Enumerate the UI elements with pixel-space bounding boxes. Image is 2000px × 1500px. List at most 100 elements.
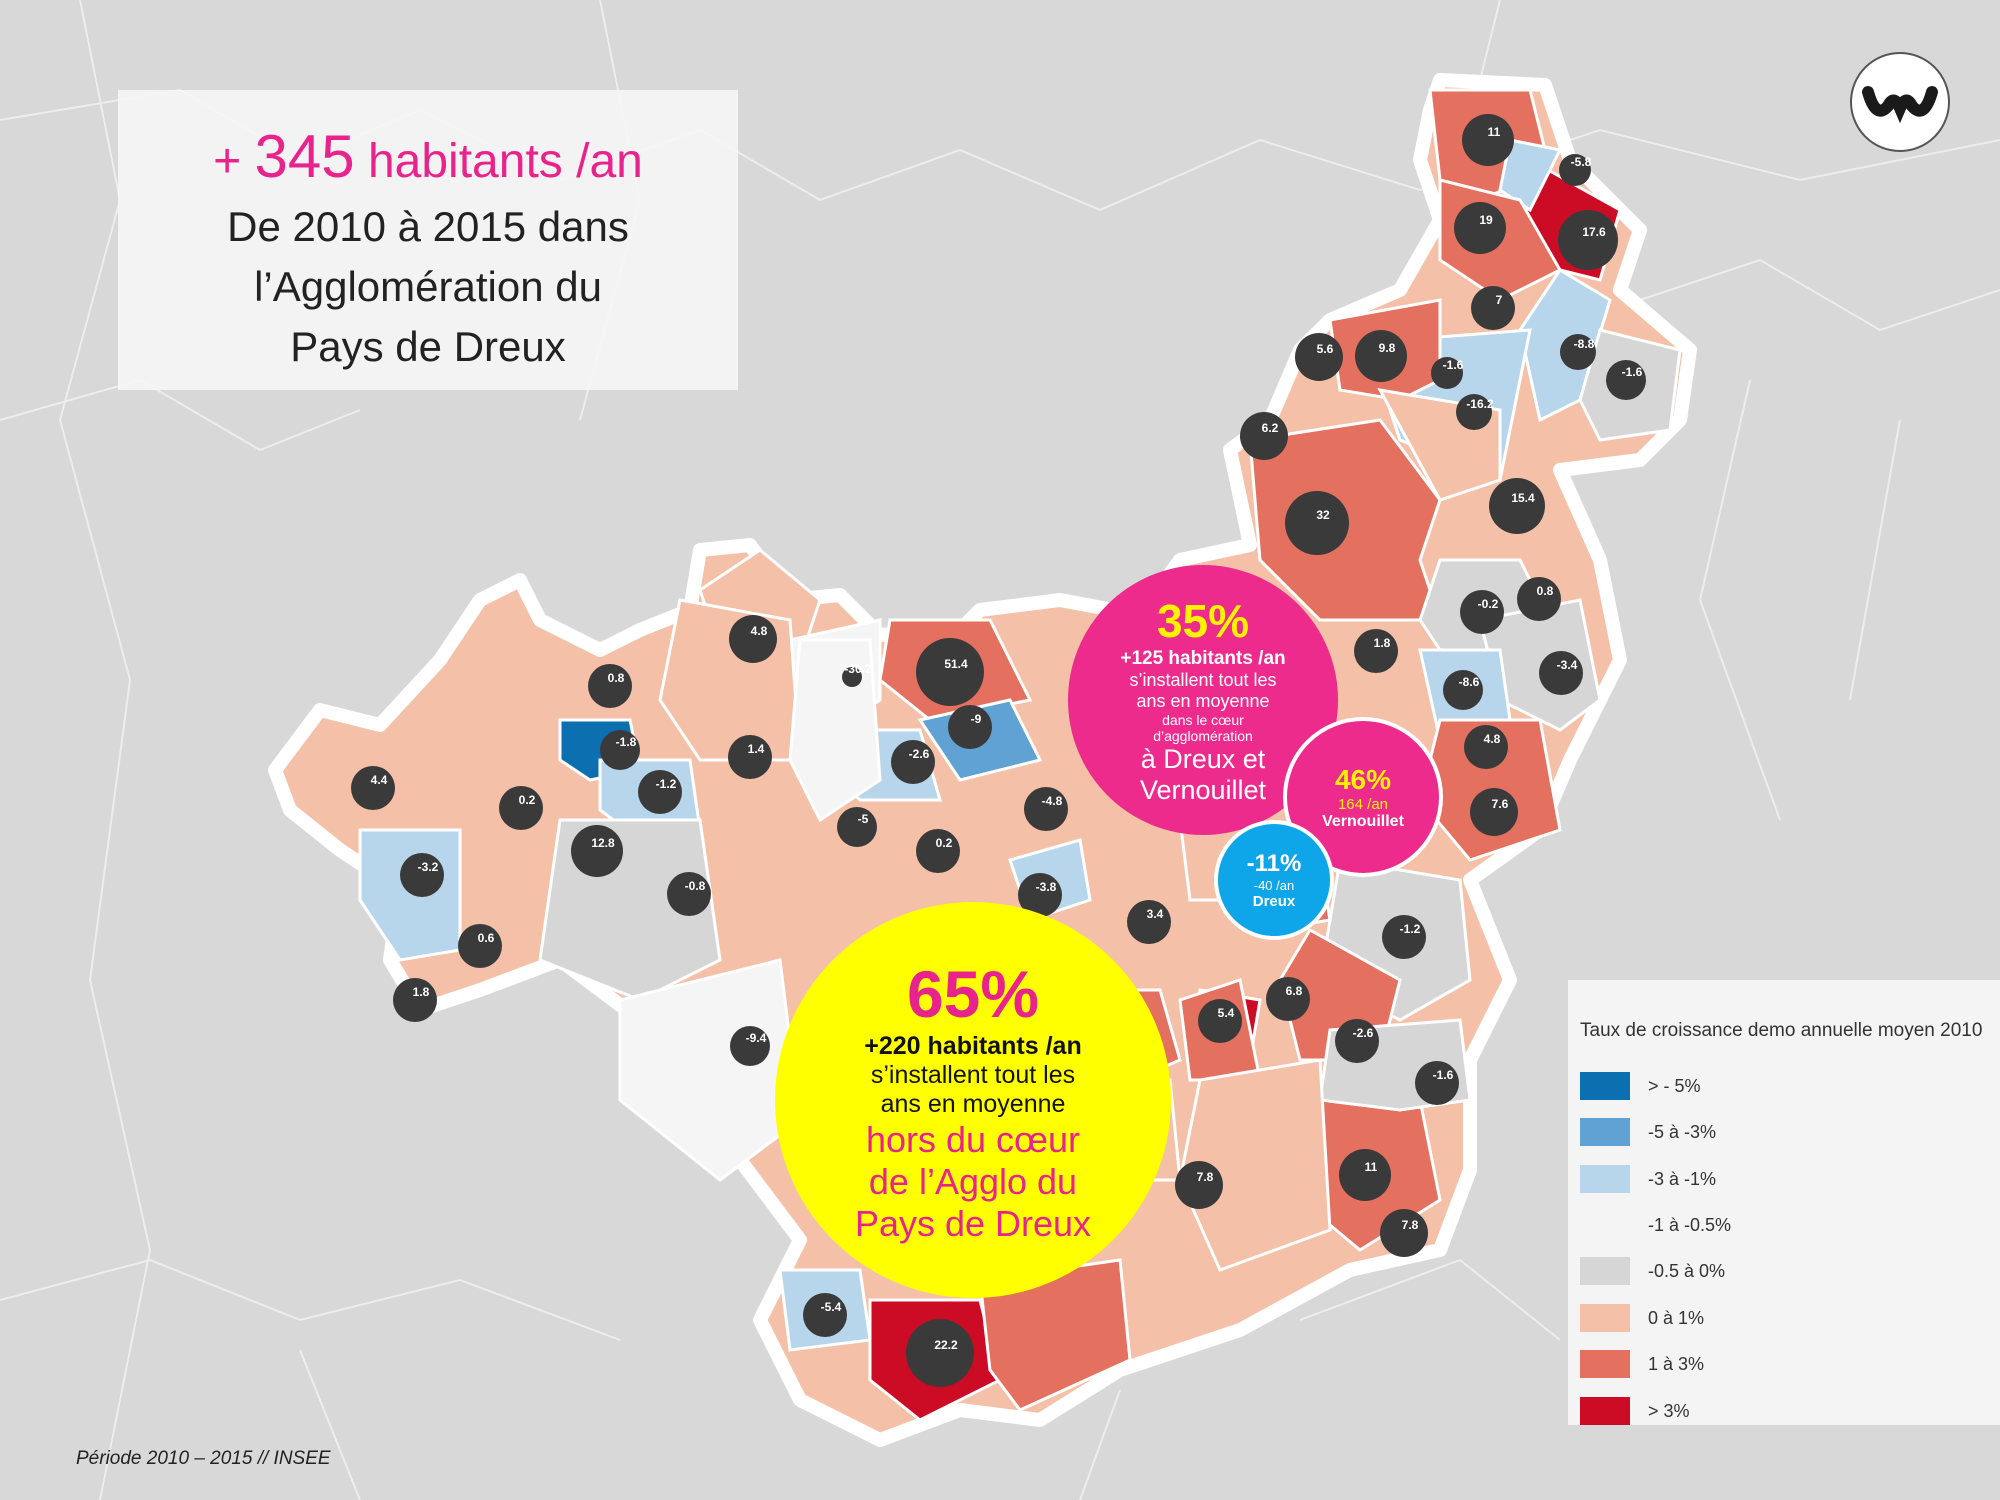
commune-value-label: -9 — [971, 712, 982, 726]
commune-value-label: -1.6 — [1443, 358, 1464, 372]
commune-marker — [1470, 788, 1518, 836]
legend-item: 0 à 1% — [1580, 1304, 1704, 1332]
commune-value-label: -4.8 — [1042, 794, 1063, 808]
commune-marker — [1456, 394, 1492, 430]
commune-marker — [393, 978, 437, 1022]
commune-value-label: -5.8 — [1571, 155, 1592, 169]
commune-value-label: 7.8 — [1197, 1170, 1214, 1184]
commune-value-label: 15.4 — [1511, 491, 1535, 505]
stat-vernouillet-name: Vernouillet — [1322, 812, 1404, 830]
stat-outer-agglo: 65% +220 habitants /an s’installent tout… — [775, 902, 1171, 1298]
commune-value-label: 1.8 — [1374, 636, 1391, 650]
legend-item: -5 à -3% — [1580, 1118, 1716, 1146]
commune-value-label: 32 — [1316, 508, 1330, 522]
commune-value-label: -1.6 — [1622, 365, 1643, 379]
commune-marker — [1606, 360, 1646, 400]
headline-subtitle: De 2010 à 2015 dans l’Agglomération du P… — [227, 203, 629, 370]
headline-prefix: + — [213, 135, 255, 188]
stat-outer-line1: +220 habitants /an — [864, 1031, 1082, 1060]
stat-vernouillet-rate: 164 /an — [1337, 795, 1389, 813]
stat-outer-line6: Pays de Dreux — [854, 1202, 1092, 1244]
legend-swatch — [1580, 1165, 1630, 1193]
stat-dreux-percent: -11% — [1246, 850, 1302, 877]
commune-value-label: 7.8 — [1402, 1218, 1419, 1232]
commune-value-label: -30.2 — [844, 662, 872, 676]
headline-suffix: habitants /an — [354, 135, 643, 188]
headline-growth: + 345 habitants /an — [118, 122, 738, 191]
commune-marker — [1560, 334, 1596, 370]
commune-value-label: 19 — [1479, 213, 1493, 227]
commune-value-label: -5 — [858, 812, 869, 826]
commune-marker — [1460, 590, 1504, 634]
commune-value-label: -9.4 — [746, 1031, 767, 1045]
commune-marker — [729, 615, 777, 663]
commune-value-label: -2.6 — [909, 747, 930, 761]
legend-item: -0.5 à 0% — [1580, 1257, 1725, 1285]
commune-marker — [351, 766, 395, 810]
legend-swatch — [1580, 1072, 1630, 1100]
commune-marker — [1335, 1019, 1379, 1063]
commune-marker — [1024, 787, 1068, 831]
commune-value-label: 6.8 — [1286, 984, 1303, 998]
commune-marker — [1355, 330, 1407, 382]
commune-marker — [837, 807, 877, 847]
commune-value-label: 9.8 — [1379, 341, 1396, 355]
commune-marker — [1443, 670, 1483, 710]
commune-marker — [1354, 629, 1398, 673]
stat-outer-line5: de l’Agglo du — [868, 1160, 1078, 1202]
commune-value-label: 5.4 — [1218, 1006, 1235, 1020]
commune-marker — [1558, 210, 1618, 270]
commune-value-label: 11 — [1488, 125, 1501, 139]
stat-core-percent: 35% — [1156, 595, 1250, 647]
stat-dreux: -11% -40 /an Dreux — [1214, 820, 1334, 940]
commune-marker — [1285, 491, 1349, 555]
commune-marker — [1489, 478, 1545, 534]
commune-value-label: 4.4 — [371, 773, 388, 787]
stat-outer-line3: ans en moyenne — [880, 1089, 1066, 1118]
commune-value-label: 7 — [1496, 293, 1503, 307]
stat-core-line7: Vernouillet — [1139, 775, 1267, 805]
stat-outer-line4: hors du cœur — [865, 1118, 1081, 1160]
commune-value-label: -0.2 — [1478, 597, 1499, 611]
legend-label: -3 à -1% — [1648, 1168, 1717, 1189]
commune-value-label: 0.8 — [608, 671, 625, 685]
legend-label: > 3% — [1648, 1400, 1690, 1421]
commune-value-label: 17.6 — [1582, 225, 1606, 239]
commune-value-label: 0.2 — [936, 836, 953, 850]
commune-marker — [891, 740, 935, 784]
commune-value-label: 1.8 — [413, 985, 430, 999]
commune-marker — [916, 829, 960, 873]
legend-item: > - 5% — [1580, 1072, 1701, 1100]
commune-value-label: -1.6 — [1433, 1068, 1454, 1082]
commune-value-label: 1.4 — [748, 742, 765, 756]
commune-marker — [588, 664, 632, 708]
commune-value-label: 12.8 — [591, 836, 615, 850]
commune-marker — [842, 667, 862, 687]
commune-marker — [1464, 725, 1508, 769]
commune-marker — [1266, 977, 1310, 1021]
commune-marker — [1295, 333, 1343, 381]
commune-marker — [1240, 412, 1288, 460]
commune-marker — [1127, 900, 1171, 944]
legend-swatch — [1580, 1118, 1630, 1146]
legend-swatch — [1580, 1257, 1630, 1285]
commune-value-label: -3.4 — [1557, 658, 1578, 672]
stat-core-line1: +125 habitants /an — [1120, 648, 1286, 669]
commune-marker — [728, 735, 772, 779]
commune-value-label: -8.6 — [1459, 675, 1480, 689]
commune-marker — [571, 825, 623, 877]
commune-markers: 11 -5.8 17.6 19 7 -8.8 -1.6 5.6 9.8 -1.6 -16.2 6.2 1… — [351, 114, 1646, 1387]
commune-marker — [667, 872, 711, 916]
commune-value-label: -0.8 — [685, 879, 706, 893]
legend: Taux de croissance demo annuelle moyen 2… — [1568, 980, 2000, 1425]
stat-vernouillet-percent: 46% — [1334, 763, 1392, 795]
commune-marker — [400, 853, 444, 897]
commune-value-label: -2.6 — [1353, 1026, 1374, 1040]
commune-marker — [803, 1293, 847, 1337]
commune-marker — [1454, 202, 1506, 254]
commune-value-label: 11 — [1365, 1160, 1378, 1174]
legend-label: -0.5 à 0% — [1648, 1260, 1726, 1281]
source-note: Période 2010 – 2015 // INSEE — [76, 1448, 331, 1469]
legend-item: > 3% — [1580, 1397, 1690, 1425]
commune-value-label: 0.8 — [1537, 584, 1554, 598]
